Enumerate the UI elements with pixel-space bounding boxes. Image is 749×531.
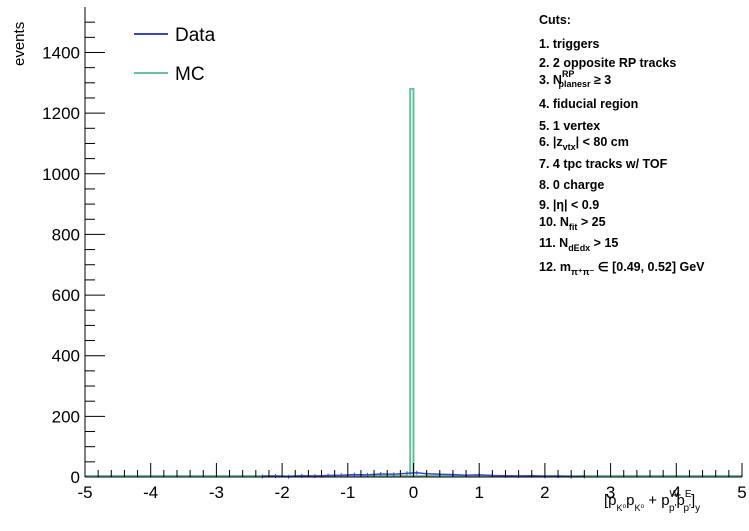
y-tick-label: 200 <box>52 407 80 426</box>
x-tick-label: -4 <box>143 483 158 502</box>
legend: Data MC <box>134 25 216 85</box>
legend-label-data: Data <box>175 25 216 46</box>
cut-item: 3. NRP planesr ≥ 3 <box>539 69 611 89</box>
x-axis-title: [pK⁰pK⁰ + pW p'pE p']y <box>604 489 700 514</box>
cut-item: 8. 0 charge <box>539 178 604 192</box>
cuts-title: Cuts: <box>539 13 571 27</box>
cuts-panel: Cuts: 1. triggers 2. 2 opposite RP tracks3… <box>539 13 705 277</box>
y-axis-title: events <box>11 22 28 66</box>
x-tick-label: -1 <box>340 483 355 502</box>
cut-item: 12. mπ⁺π⁻ ∈ [0.49, 0.52] GeV <box>539 260 705 277</box>
y-tick-label: 1400 <box>42 43 80 62</box>
cut-item: 4. fiducial region <box>539 97 638 111</box>
cut-item: 5. 1 vertex <box>539 119 600 133</box>
x-tick-label: 4 <box>672 483 681 502</box>
x-tick-label: -2 <box>275 483 290 502</box>
y-tick-label: 1200 <box>42 104 80 123</box>
cut-item: 2. 2 opposite RP tracks <box>539 56 676 70</box>
y-tick-label: 0 <box>71 468 80 487</box>
x-tick-label: 0 <box>409 483 418 502</box>
x-tick-label: 5 <box>737 483 746 502</box>
cut-item: 6. |zvtx| < 80 cm <box>539 135 629 152</box>
y-tick-label: 400 <box>52 347 80 366</box>
cut-item: 10. Nfit > 25 <box>539 215 606 232</box>
x-tick-label: -5 <box>77 483 92 502</box>
y-tick-label: 600 <box>52 286 80 305</box>
y-tick-label: 800 <box>52 225 80 244</box>
mc-histogram-bin <box>409 87 415 477</box>
cut-item: 9. |η| < 0.9 <box>539 198 599 212</box>
legend-label-mc: MC <box>175 64 205 85</box>
x-tick-label: -3 <box>209 483 224 502</box>
data-series-line <box>262 472 585 478</box>
cut-item: 11. NdEdx > 15 <box>539 236 618 253</box>
x-axis-title-text: [pK⁰pK⁰ + pW p'pE p']y <box>604 489 700 514</box>
cut-item: 1. triggers <box>539 37 599 51</box>
y-tick-label: 1000 <box>42 165 80 184</box>
cut-item: 7. 4 tpc tracks w/ TOF <box>539 157 668 171</box>
x-tick-label: 3 <box>606 483 615 502</box>
x-tick-label: 2 <box>540 483 549 502</box>
x-tick-label: 1 <box>474 483 483 502</box>
